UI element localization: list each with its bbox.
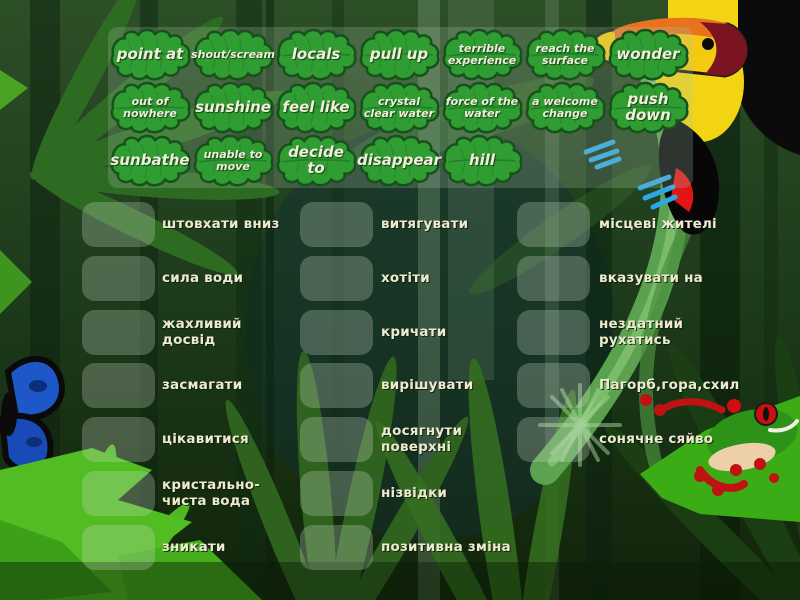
translation-label: досягнути поверхні (381, 422, 463, 455)
answer-slot[interactable] (517, 256, 590, 301)
word-bank-item[interactable]: locals (274, 27, 358, 83)
translation-label: зникати (162, 538, 226, 555)
word-bank-item-label: a welcome change (532, 95, 598, 120)
translation-label: кричати (381, 323, 447, 340)
answer-slot[interactable] (300, 417, 373, 462)
word-bank-item[interactable]: sunbathe (108, 133, 192, 189)
bright-leaves (0, 448, 262, 600)
answer-slot[interactable] (517, 202, 590, 247)
word-bank-item[interactable]: feel like (274, 80, 358, 136)
word-bank-item[interactable]: decide to (274, 133, 358, 189)
translation-label: засмагати (162, 376, 243, 393)
word-bank-item[interactable]: sunshine (191, 80, 275, 136)
word-bank-item[interactable]: crystal clear water (357, 80, 441, 136)
word-bank-item[interactable]: point at (108, 27, 192, 83)
answer-slot[interactable] (300, 310, 373, 355)
translation-label: хотіти (381, 269, 430, 286)
answer-slot[interactable] (82, 525, 155, 570)
word-bank-item[interactable]: force of the water (440, 80, 524, 136)
translation-label: витягувати (381, 215, 469, 232)
starburst-flower-icon (538, 383, 622, 467)
answer-slot[interactable] (517, 417, 590, 462)
answer-slot[interactable] (300, 363, 373, 408)
word-bank-item-label: locals (291, 45, 341, 64)
blue-butterfly-icon (0, 355, 66, 474)
black-bird-icon (658, 116, 719, 235)
translation-label: жахливий досвід (162, 315, 242, 348)
translation-label: кристально-чиста вода (162, 476, 261, 509)
word-bank-item-label: out of nowhere (123, 95, 177, 120)
word-bank-item-label: shout/scream (191, 48, 275, 62)
translation-label: нізвідки (381, 484, 448, 501)
word-bank-panel: point at shout/scream locals pull up terribl… (108, 27, 693, 188)
word-bank-item[interactable]: unable to move (191, 133, 275, 189)
tree-frog-icon (640, 394, 800, 522)
word-bank-item-label: disappear (356, 151, 442, 170)
answer-slot[interactable] (300, 525, 373, 570)
word-bank-item-label: sunshine (195, 98, 271, 117)
word-bank-item[interactable]: terrible experience (440, 27, 524, 83)
translation-label: позитивна зміна (381, 538, 511, 555)
word-bank-item-label: force of the water (445, 95, 519, 120)
answer-slot[interactable] (82, 471, 155, 516)
word-bank-item[interactable]: hill (440, 133, 524, 189)
bright-leaf-tips (0, 70, 32, 314)
word-bank-item-label: terrible experience (447, 42, 517, 67)
translation-label: сила води (162, 269, 244, 286)
word-bank-item-label: feel like (282, 98, 350, 117)
word-bank-item-label: push down (625, 90, 671, 124)
word-bank-item-label: reach the surface (535, 42, 595, 67)
word-bank-item-label: hill (468, 151, 496, 170)
answer-slot[interactable] (82, 256, 155, 301)
blue-claw-icon (583, 139, 678, 210)
answer-slot[interactable] (517, 363, 590, 408)
word-bank-item[interactable]: wonder (606, 27, 690, 83)
translation-label: сонячне сяйво (599, 430, 714, 447)
answer-slot[interactable] (82, 202, 155, 247)
answer-slot[interactable] (82, 310, 155, 355)
answer-slot[interactable] (517, 310, 590, 355)
word-bank-item[interactable]: push down (606, 80, 690, 136)
word-bank-item[interactable]: reach the surface (523, 27, 607, 83)
answer-slot[interactable] (82, 363, 155, 408)
word-bank-item[interactable]: disappear (357, 133, 441, 189)
word-bank-item-label: point at (116, 45, 184, 64)
word-bank-item-label: crystal clear water (363, 95, 435, 120)
word-bank-item[interactable]: shout/scream (191, 27, 275, 83)
translation-label: нездатний рухатись (599, 315, 684, 348)
word-bank-item-label: pull up (369, 45, 429, 64)
word-bank-item-label: unable to move (203, 148, 263, 173)
word-bank-item[interactable]: a welcome change (523, 80, 607, 136)
word-bank-item[interactable]: pull up (357, 27, 441, 83)
translation-label: Пагорб,гора,схил (599, 376, 740, 393)
translation-label: місцеві жителі (599, 215, 717, 232)
translation-label: цікавитися (162, 430, 249, 447)
word-bank-item[interactable]: out of nowhere (108, 80, 192, 136)
word-bank-item-label: wonder (616, 45, 680, 64)
word-bank-item-label: decide to (288, 143, 344, 177)
word-bank-item-label: sunbathe (110, 151, 190, 170)
translation-label: вказувати на (599, 269, 703, 286)
translation-label: вирішувати (381, 376, 474, 393)
translation-label: штовхати вниз (162, 215, 280, 232)
answer-slot[interactable] (300, 256, 373, 301)
answer-slot[interactable] (300, 471, 373, 516)
answer-slot[interactable] (300, 202, 373, 247)
answer-slot[interactable] (82, 417, 155, 462)
